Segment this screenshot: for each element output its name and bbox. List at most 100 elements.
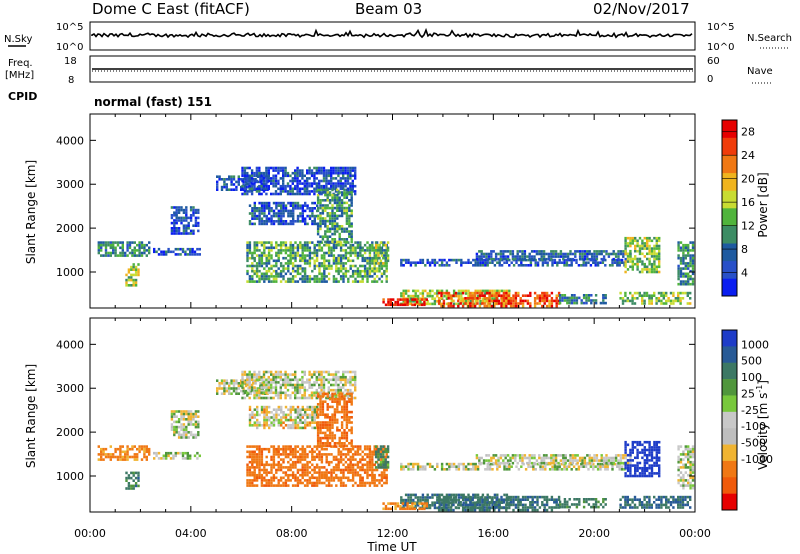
power-cell [559, 255, 563, 258]
power-cell [246, 192, 249, 196]
power-cell [578, 257, 582, 261]
power-cell [543, 294, 546, 297]
velocity-cell [308, 405, 312, 409]
power-cell [624, 265, 627, 269]
velocity-cell [359, 460, 362, 464]
velocity-cell [282, 476, 285, 480]
power-cell [133, 251, 136, 255]
power-cell [568, 296, 571, 300]
power-cell [313, 179, 316, 183]
power-cell [192, 208, 195, 212]
velocity-cell [306, 378, 309, 382]
power-cell [682, 243, 685, 247]
power-cell [328, 217, 332, 220]
velocity-cell [100, 450, 103, 454]
velocity-cell [265, 447, 268, 451]
power-cell [377, 254, 380, 257]
power-cell [534, 264, 537, 267]
power-cell [655, 268, 658, 271]
velocity-cell [175, 428, 178, 431]
velocity-cell [359, 479, 362, 482]
power-cell [155, 250, 158, 254]
power-cell [396, 303, 400, 307]
power-cell [626, 236, 630, 240]
velocity-cell [296, 405, 300, 409]
power-cell [133, 249, 136, 252]
power-cell [187, 221, 190, 225]
power-cell [478, 255, 481, 258]
power-cell [540, 252, 543, 256]
power-cell [292, 207, 295, 210]
power-cell [263, 251, 266, 255]
power-cell [657, 299, 661, 303]
velocity-cell [349, 468, 352, 472]
power-cell [180, 206, 183, 209]
velocity-cell [321, 426, 325, 429]
power-cell [316, 217, 320, 220]
velocity-cell [320, 481, 324, 485]
velocity-cell [316, 403, 320, 406]
power-cell [689, 302, 692, 305]
power-cell [342, 275, 345, 278]
power-cell [339, 241, 343, 244]
power-cell [332, 169, 335, 172]
power-cell [378, 264, 381, 268]
power-cell [619, 291, 622, 295]
velocity-cell [363, 447, 367, 451]
velocity-cell [313, 394, 316, 397]
power-cell [318, 280, 321, 283]
power-cell [324, 204, 327, 207]
power-cell [189, 214, 193, 217]
power-cell [604, 294, 607, 297]
velocity-cell [359, 445, 362, 448]
power-cell [677, 299, 680, 303]
velocity-cell [306, 468, 309, 472]
velocity-cell [218, 382, 221, 385]
power-cell [265, 254, 268, 257]
power-cell [455, 302, 458, 306]
power-cell [313, 177, 316, 180]
power-cell [296, 246, 300, 250]
power-cell [263, 275, 266, 278]
velocity-cell [186, 451, 189, 455]
power-cell [349, 249, 352, 252]
power-colorbar-tick-label: 24 [741, 149, 755, 162]
velocity-cell [351, 479, 355, 482]
power-cell [473, 304, 477, 308]
power-cell [237, 183, 240, 186]
power-cell [145, 249, 148, 252]
velocity-cell [433, 493, 437, 497]
velocity-cell [100, 453, 103, 456]
power-cell [471, 291, 474, 295]
velocity-cell [274, 370, 278, 374]
power-cell [175, 221, 178, 225]
velocity-cell [340, 442, 344, 445]
power-cell [331, 206, 334, 210]
power-cell [524, 299, 527, 303]
power-cell [641, 260, 644, 263]
velocity-cell [260, 424, 264, 427]
power-cell [197, 221, 200, 225]
velocity-cell [379, 460, 383, 464]
velocity-cell [187, 415, 190, 418]
power-cell [333, 227, 337, 231]
velocity-cell [243, 381, 247, 384]
power-cell [373, 249, 376, 252]
power-cell [484, 292, 487, 295]
power-cell [301, 169, 304, 172]
power-cell [343, 201, 346, 205]
velocity-cell [256, 387, 260, 390]
velocity-cell [189, 412, 193, 416]
power-cell [294, 246, 297, 250]
power-cell [636, 249, 639, 253]
power-cell [125, 273, 128, 277]
power-cell [193, 253, 197, 256]
velocity-cell [327, 396, 330, 400]
velocity-cell [313, 381, 316, 384]
velocity-cell [303, 458, 307, 461]
power-cell [136, 249, 139, 252]
velocity-cell [126, 455, 129, 459]
velocity-cell [472, 501, 475, 504]
velocity-cell [260, 484, 264, 487]
power-cell [523, 252, 527, 256]
